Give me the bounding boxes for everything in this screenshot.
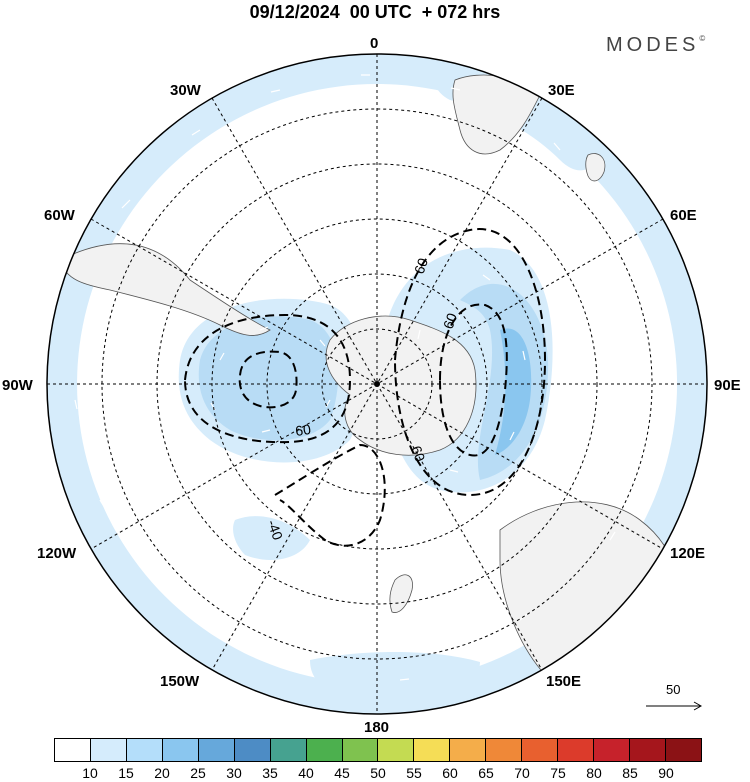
colorbar-swatch	[270, 739, 307, 761]
reference-vector-label: 50	[666, 682, 680, 697]
colorbar	[54, 738, 702, 762]
longitude-labels: 0 30E 60E 90E 120E 150E 180 150W 120W 90…	[2, 35, 741, 736]
colorbar-swatch	[486, 739, 523, 761]
colorbar-tick-label: 65	[478, 765, 494, 781]
colorbar-tick-label: 20	[154, 765, 170, 781]
colorbar-swatch	[522, 739, 559, 761]
reference-vector: 50	[646, 682, 703, 711]
colorbar-swatch	[55, 739, 91, 761]
contour-labels: 60 60 60 60 -40	[264, 256, 460, 543]
colorbar-tick-label: 10	[82, 765, 98, 781]
madagascar-land	[585, 153, 606, 182]
colorbar-tick-label: 35	[262, 765, 278, 781]
colorbar-tick-label: 90	[658, 765, 674, 781]
colorbar-tick-label: 50	[370, 765, 386, 781]
colorbar-tick-label: 85	[622, 765, 638, 781]
colorbar-swatch	[414, 739, 451, 761]
lon-label: 90E	[714, 377, 741, 394]
colorbar-swatch	[450, 739, 487, 761]
brand-logo: MODES©	[606, 34, 705, 57]
colorbar-labels: 10 15 20 25 30 35 40 45 50 55 60 65 70 75 80 85 90	[54, 765, 702, 781]
colorbar-swatch	[630, 739, 666, 761]
colorbar-tick-label: 25	[190, 765, 206, 781]
lon-label: 60E	[670, 207, 697, 224]
contour-label: -40	[264, 518, 286, 543]
lon-label: 30E	[548, 82, 575, 99]
antarctica-land	[325, 315, 477, 456]
colorbar-swatch	[594, 739, 630, 761]
colorbar-tick-label: 40	[298, 765, 314, 781]
colorbar-tick-label: 60	[442, 765, 458, 781]
colorbar-swatch	[126, 739, 163, 761]
map-boundary	[46, 53, 708, 715]
lon-label: 30W	[170, 82, 202, 99]
colorbar-swatch	[198, 739, 235, 761]
colorbar-swatch	[342, 739, 379, 761]
south-pole-dot	[374, 381, 380, 387]
lon-label: 150W	[160, 673, 200, 690]
colorbar-swatch	[306, 739, 343, 761]
map-title: 09/12/2024 00 UTC + 072 hrs	[249, 2, 501, 22]
colorbar-swatch	[558, 739, 595, 761]
colorbar-swatch	[162, 739, 199, 761]
lon-label: 90W	[2, 377, 34, 394]
brand-mark: ©	[699, 34, 706, 43]
colorbar-swatch	[378, 739, 415, 761]
contour-label: 60	[408, 444, 428, 464]
lon-label: 180	[364, 719, 389, 736]
contours	[183, 228, 547, 547]
wind-vectors	[74, 74, 661, 681]
colorbar-tick-label: 55	[406, 765, 422, 781]
colorbar-tick-label: 80	[586, 765, 602, 781]
colorbar-tick-label: 45	[334, 765, 350, 781]
new-zealand-land	[389, 574, 413, 613]
contour-label: 60	[411, 256, 431, 276]
colorbar-tick-label: 70	[514, 765, 530, 781]
colorbar-swatch	[665, 739, 701, 761]
lon-label: 120W	[37, 545, 77, 562]
lon-label: 60W	[44, 207, 76, 224]
contour-label: 60	[440, 311, 460, 331]
colorbar-tick-label: 75	[550, 765, 566, 781]
south-america-land	[59, 243, 271, 336]
lon-label: 0	[370, 35, 378, 52]
colorbar-swatch	[90, 739, 127, 761]
colorbar-tick-label: 30	[226, 765, 242, 781]
africa-land	[452, 74, 541, 155]
lon-label: 120E	[670, 545, 705, 562]
colorbar-tick-label: 15	[118, 765, 134, 781]
contour-label: 60	[294, 421, 312, 439]
colorbar-swatch	[234, 739, 271, 761]
brand-name: MODES	[606, 34, 700, 56]
lon-label: 150E	[546, 673, 581, 690]
